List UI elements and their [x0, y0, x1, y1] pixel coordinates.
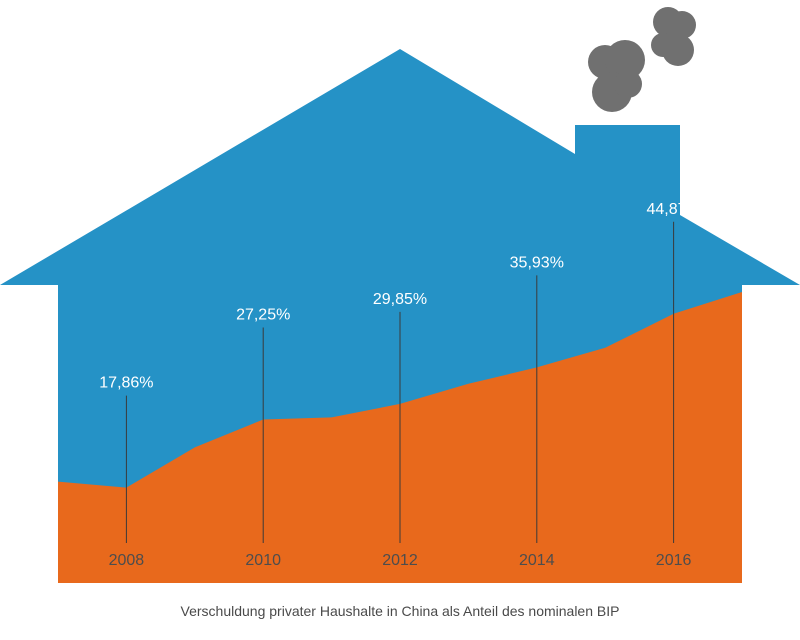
value-label: 44,87%	[646, 201, 700, 218]
smoke-cloud	[605, 40, 645, 80]
year-label: 2016	[656, 552, 692, 569]
smoke-cloud	[668, 11, 696, 39]
value-label: 27,25%	[236, 307, 290, 324]
year-label: 2014	[519, 552, 555, 569]
year-label: 2012	[382, 552, 418, 569]
chimney-smoke	[588, 7, 696, 112]
value-label: 29,85%	[373, 291, 427, 308]
year-label: 2010	[245, 552, 281, 569]
smoke-cloud	[614, 70, 642, 98]
chart-caption: Verschuldung privater Haushalte in China…	[180, 603, 620, 619]
value-label: 17,86%	[99, 375, 153, 392]
smoke-cloud	[662, 34, 694, 66]
year-label: 2008	[109, 552, 145, 569]
value-label: 35,93%	[510, 254, 564, 271]
